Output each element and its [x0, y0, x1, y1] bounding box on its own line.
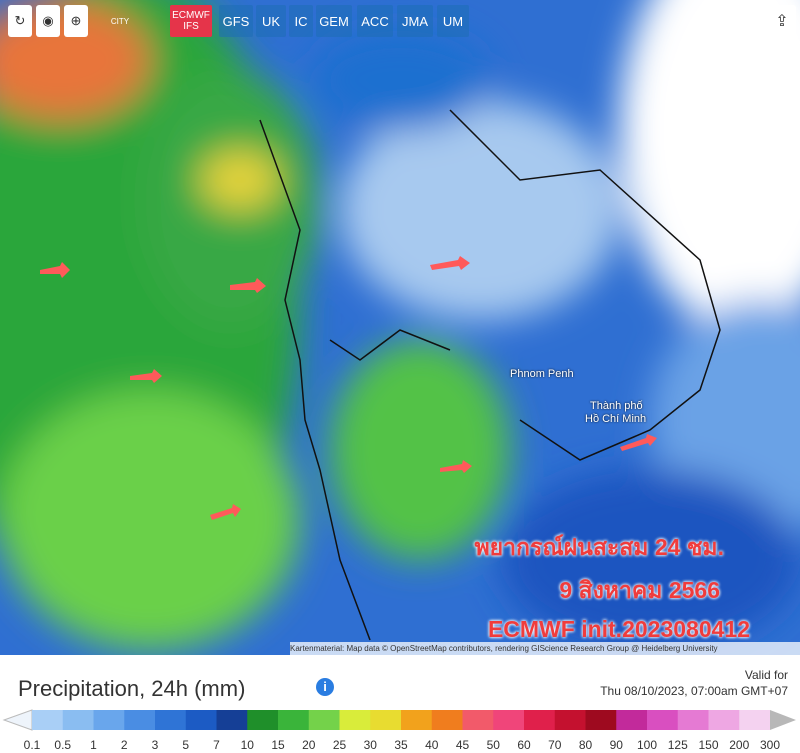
- overlay-text: 9 สิงหาคม 2566: [559, 577, 720, 603]
- scale-box: [278, 710, 310, 730]
- scale-box: [308, 710, 340, 730]
- legend-title: Precipitation, 24h (mm): [18, 676, 246, 701]
- scale-box: [524, 710, 556, 730]
- scale-end: [770, 710, 796, 730]
- scale-box: [677, 710, 709, 730]
- scale-label: 150: [698, 738, 718, 752]
- scale-label: 60: [517, 738, 531, 752]
- scale-box: [247, 710, 279, 730]
- scale-label: 1: [90, 738, 97, 752]
- location-icon[interactable]: ◉: [36, 5, 60, 37]
- scale-box: [431, 710, 463, 730]
- scale-label: 5: [182, 738, 189, 752]
- scale-box: [124, 710, 156, 730]
- scale-box: [185, 710, 217, 730]
- city-button[interactable]: CITY: [110, 16, 130, 26]
- scale-label: 300: [760, 738, 780, 752]
- scale-box: [93, 710, 125, 730]
- scale-label: 15: [271, 738, 285, 752]
- scale-label: 30: [364, 738, 378, 752]
- map[interactable]: [0, 0, 800, 655]
- scale-box: [554, 710, 586, 730]
- scale-box: [216, 710, 248, 730]
- scale-box: [647, 710, 679, 730]
- scale-box: [401, 710, 433, 730]
- scale-box: [462, 710, 494, 730]
- model-button[interactable]: IC: [289, 5, 313, 37]
- model-button[interactable]: JMA: [397, 5, 433, 37]
- model-button[interactable]: UM: [437, 5, 469, 37]
- color-scale: 0.1 0.5 1 2 3 5 7 10 15 20 25 30 35 40 45 50 60 70 80 90 100…: [2, 709, 796, 752]
- scale-label: 20: [302, 738, 316, 752]
- city-label: Thành phố: [590, 400, 643, 412]
- scale-end: [2, 709, 33, 731]
- scale-label: 40: [425, 738, 439, 752]
- scale-label: 200: [729, 738, 749, 752]
- scale-box: [708, 710, 740, 730]
- scale-label: 100: [637, 738, 657, 752]
- overlay-text: พยากรณ์ฝนสะสม 24 ชม.: [474, 534, 725, 560]
- scale-box: [493, 710, 525, 730]
- scale-box: [739, 710, 771, 730]
- scale-label: 3: [152, 738, 159, 752]
- zoom-icon[interactable]: ⊕: [64, 5, 88, 37]
- share-icon[interactable]: ⇪: [768, 5, 796, 37]
- scale-label: 125: [668, 738, 688, 752]
- scale-box: [585, 710, 617, 730]
- model-button[interactable]: ACC: [357, 5, 393, 37]
- scale-label: 50: [487, 738, 501, 752]
- scale-label: 70: [548, 738, 562, 752]
- model-button[interactable]: GEM: [316, 5, 352, 37]
- scale-label: 25: [333, 738, 347, 752]
- scale-label: 45: [456, 738, 470, 752]
- model-button[interactable]: UK: [256, 5, 286, 37]
- scale-box: [370, 710, 402, 730]
- scale-label: 35: [394, 738, 408, 752]
- scale-label: 0.1: [24, 738, 41, 752]
- scale-box: [616, 710, 648, 730]
- model-button[interactable]: ECMWF IFS: [170, 5, 212, 37]
- city-label: Phnom Penh: [510, 368, 574, 380]
- valid-time: Thu 08/10/2023, 07:00am GMT+07: [600, 684, 788, 698]
- info-icon[interactable]: i: [316, 678, 334, 696]
- attribution: Kartenmaterial: Map data © OpenStreetMap…: [290, 642, 800, 655]
- scale-label: 2: [121, 738, 128, 752]
- scale-box: [32, 710, 64, 730]
- model-button[interactable]: GFS: [219, 5, 253, 37]
- refresh-icon[interactable]: ↻: [8, 5, 32, 37]
- scale-box: [155, 710, 187, 730]
- valid-for: Valid for: [744, 668, 788, 682]
- city-label: Hồ Chí Minh: [585, 413, 647, 425]
- scale-box: [339, 710, 371, 730]
- scale-label: 0.5: [54, 738, 71, 752]
- scale-label: 80: [579, 738, 593, 752]
- scale-label: 7: [213, 738, 220, 752]
- overlay-text: ECMWF init.2023080412: [487, 616, 750, 642]
- scale-label: 10: [241, 738, 255, 752]
- scale-box: [62, 710, 94, 730]
- scale-label: 90: [610, 738, 624, 752]
